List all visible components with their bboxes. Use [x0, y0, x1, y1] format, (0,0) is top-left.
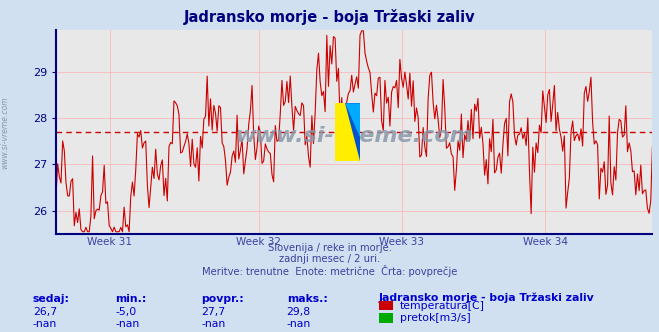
Text: 26,7: 26,7	[33, 307, 57, 317]
Text: www.si-vreme.com: www.si-vreme.com	[1, 97, 10, 169]
Text: -nan: -nan	[115, 319, 140, 329]
Text: 29,8: 29,8	[287, 307, 311, 317]
Polygon shape	[345, 103, 360, 161]
Text: -nan: -nan	[287, 319, 311, 329]
Text: -nan: -nan	[201, 319, 225, 329]
Text: maks.:: maks.:	[287, 294, 328, 304]
Text: Jadransko morje - boja Tržaski zaliv: Jadransko morje - boja Tržaski zaliv	[184, 9, 475, 25]
Text: 27,7: 27,7	[201, 307, 225, 317]
Text: zadnji mesec / 2 uri.: zadnji mesec / 2 uri.	[279, 254, 380, 264]
Polygon shape	[345, 103, 360, 138]
Text: www.si-vreme.com: www.si-vreme.com	[235, 126, 473, 146]
Text: pretok[m3/s]: pretok[m3/s]	[400, 313, 471, 323]
Text: Meritve: trenutne  Enote: metrične  Črta: povprečje: Meritve: trenutne Enote: metrične Črta: …	[202, 265, 457, 277]
Text: Slovenija / reke in morje.: Slovenija / reke in morje.	[268, 243, 391, 253]
Text: temperatura[C]: temperatura[C]	[400, 301, 485, 311]
Text: -nan: -nan	[33, 319, 57, 329]
Text: Jadransko morje - boja Tržaski zaliv: Jadransko morje - boja Tržaski zaliv	[379, 293, 594, 303]
Text: povpr.:: povpr.:	[201, 294, 244, 304]
Text: -5,0: -5,0	[115, 307, 136, 317]
Text: min.:: min.:	[115, 294, 147, 304]
Text: sedaj:: sedaj:	[33, 294, 70, 304]
